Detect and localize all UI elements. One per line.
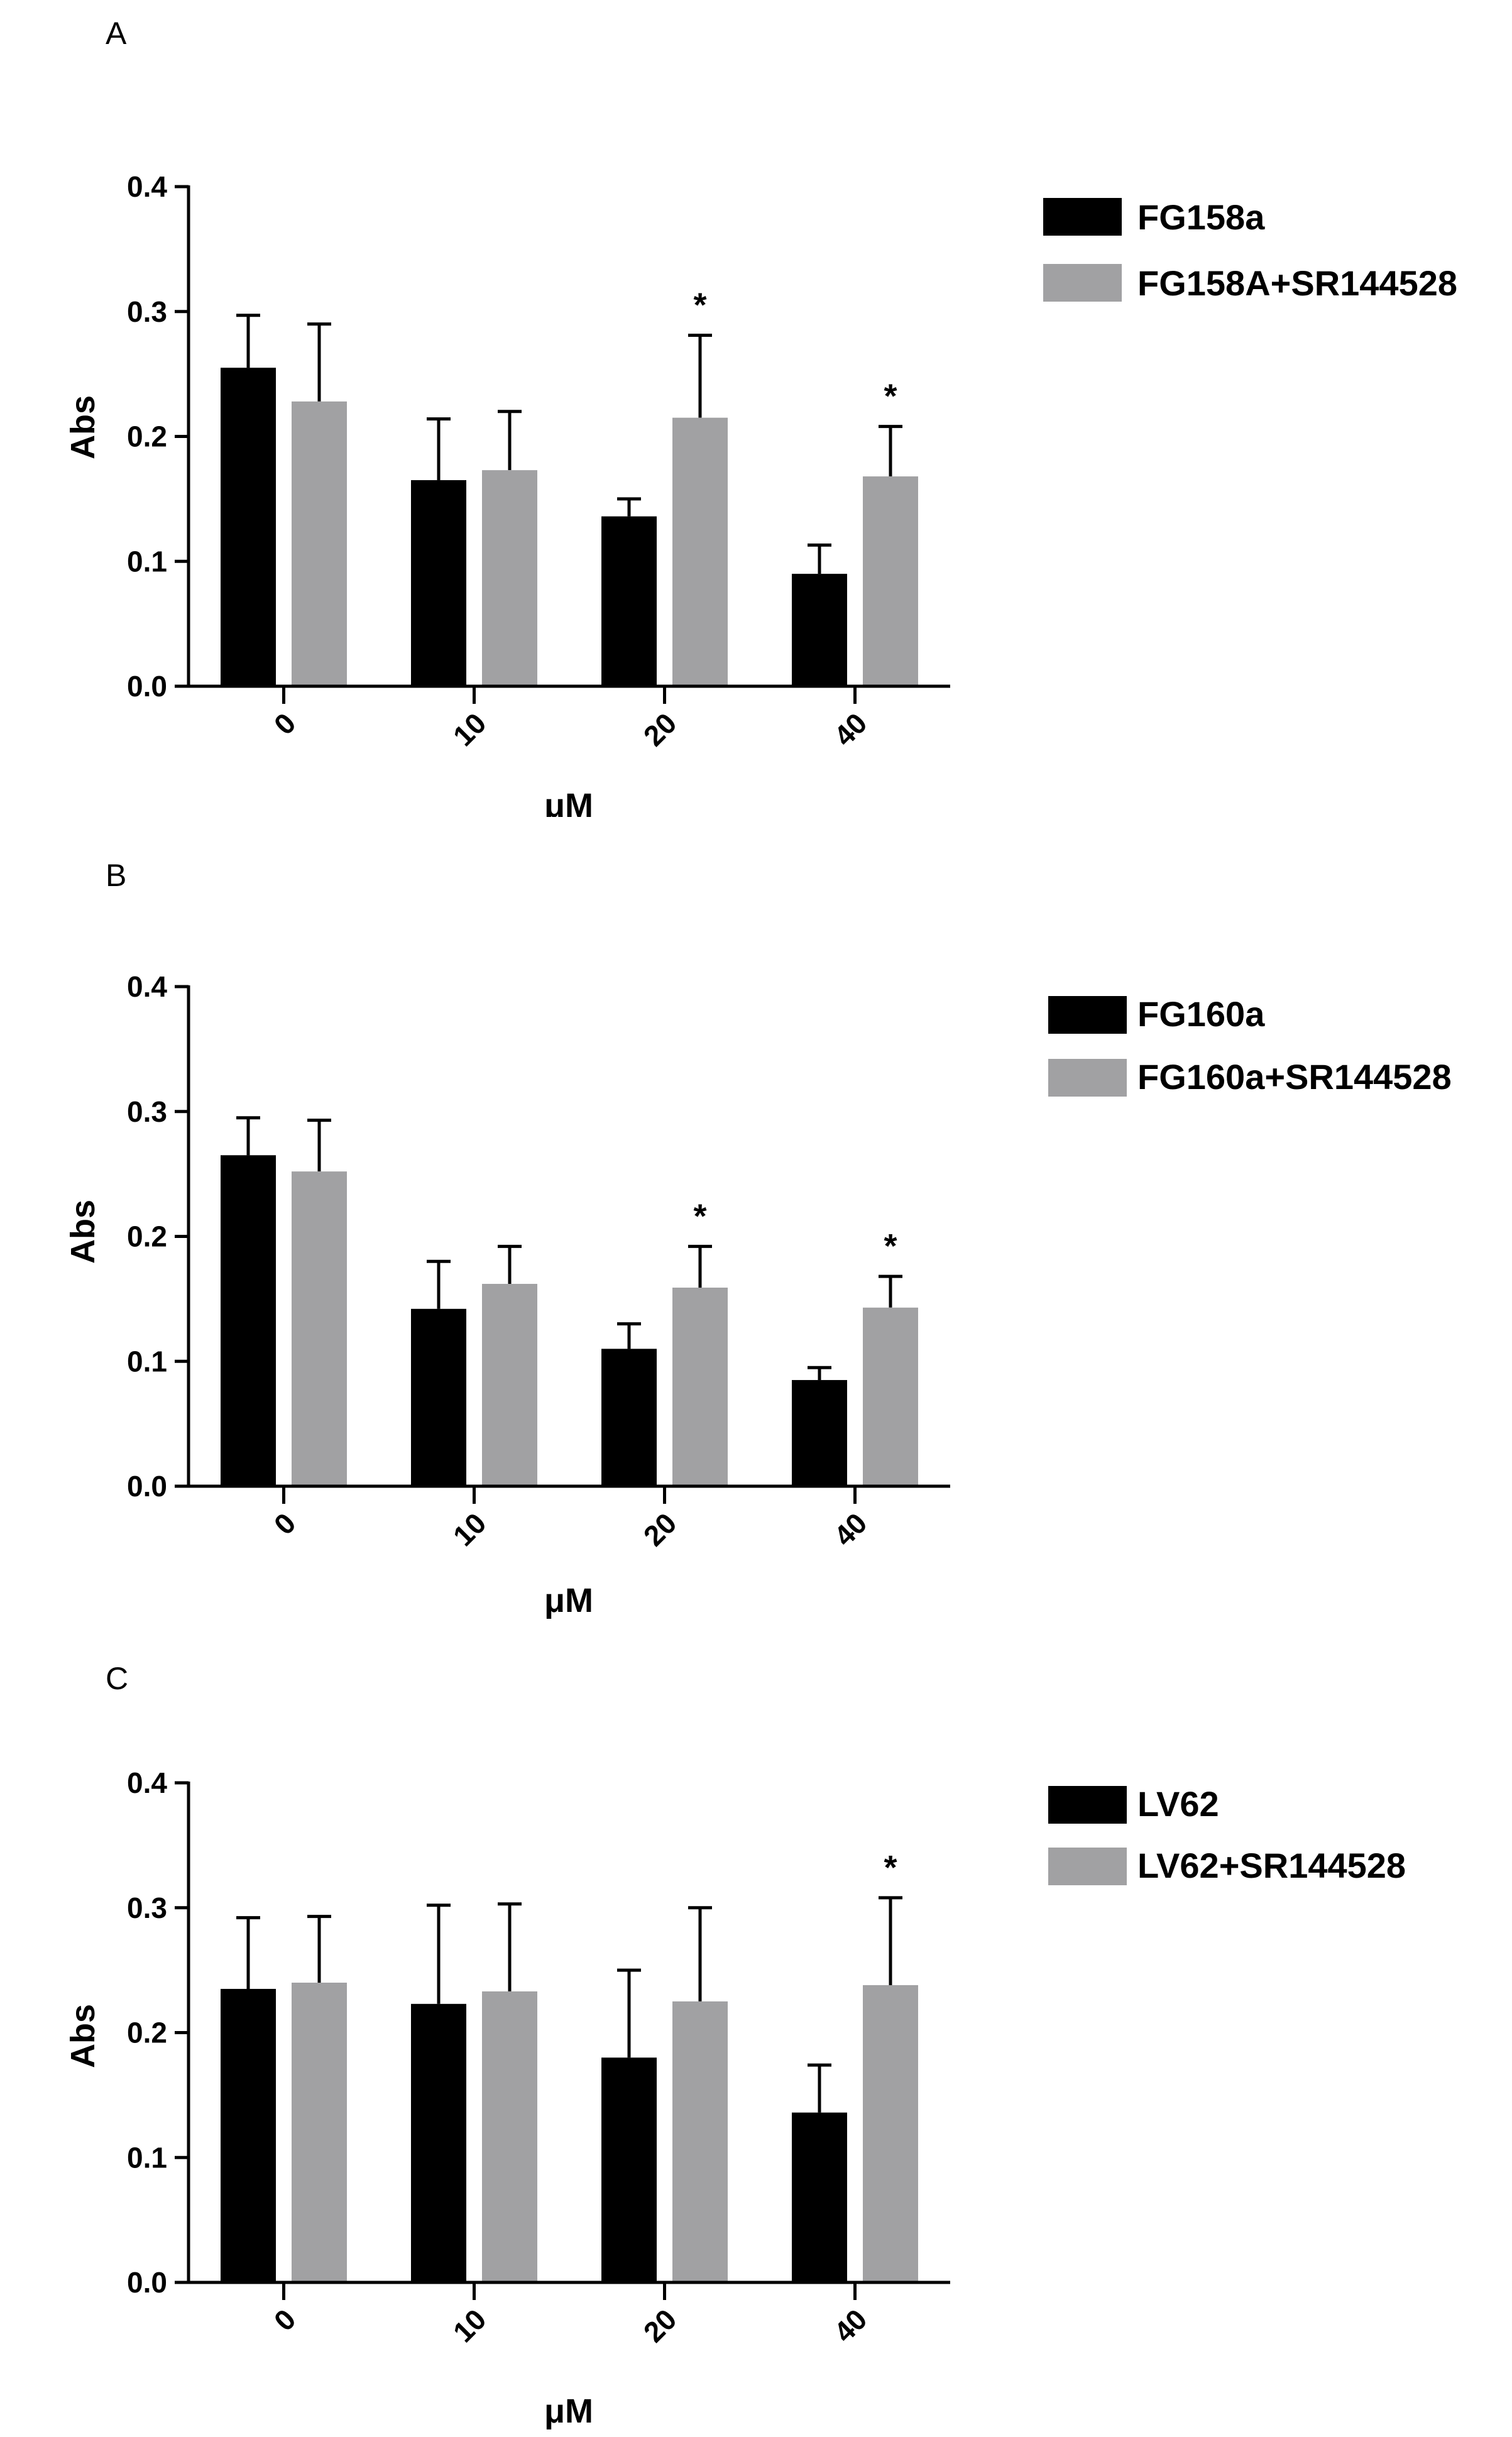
legend-label-series-2: FG158A+SR144528 <box>1137 263 1457 303</box>
y-tick-label: 0.2 <box>127 420 167 453</box>
y-tick-label: 0.4 <box>127 1766 167 1799</box>
bar-series-1 <box>221 368 276 686</box>
y-tick-label: 0.3 <box>127 1892 167 1924</box>
legend: FG160a FG160a+SR144528 <box>1048 994 1452 1097</box>
x-tick-label: 40 <box>828 1506 874 1552</box>
bar-series-1 <box>792 574 847 686</box>
x-tick-label: 10 <box>447 2303 493 2348</box>
y-axis-title: Abs <box>64 395 102 459</box>
y-tick-label: 0.3 <box>127 295 167 328</box>
panel-letter: A <box>106 16 127 51</box>
bar-series-1 <box>601 516 657 686</box>
legend-swatch-series-2 <box>1048 1848 1127 1885</box>
bar-series-1 <box>792 1380 847 1486</box>
y-tick-label: 0.0 <box>127 670 167 703</box>
chart-panel-b: B 0 10 * 20 * 40 0.0 0.1 0.2 0.3 0.4 μM Abs FG160a… <box>0 817 1512 1634</box>
chart-panel-a: A 0 10 * 20 * 40 0.0 0.1 0.2 0.3 0.4 μM Abs FG158a… <box>0 0 1512 817</box>
plot-area: 0 10 * 20 * 40 0.0 0.1 0.2 0.3 0.4 <box>127 170 950 752</box>
legend-label-series-1: FG158a <box>1137 197 1265 237</box>
x-tick-label: 20 <box>637 1506 683 1552</box>
legend-swatch-series-1 <box>1048 1786 1127 1824</box>
legend-swatch-series-1 <box>1043 198 1122 236</box>
y-tick-label: 0.3 <box>127 1095 167 1128</box>
chart-a-svg: A 0 10 * 20 * 40 0.0 0.1 0.2 0.3 0.4 μM Abs FG158a… <box>64 16 1457 817</box>
significance-marker: * <box>693 1197 706 1235</box>
bar-series-1 <box>601 2057 657 2282</box>
significance-marker: * <box>693 287 706 324</box>
bar-series-2 <box>672 1287 728 1486</box>
x-tick-label: 40 <box>828 2303 874 2348</box>
x-tick-label: 40 <box>828 706 874 752</box>
plot-area: 0 10 * 20 * 40 0.0 0.1 0.2 0.3 0.4 <box>127 970 950 1552</box>
x-tick-label: 0 <box>268 2303 302 2337</box>
significance-marker: * <box>884 1849 897 1887</box>
panel-letter: C <box>106 1661 128 1696</box>
bar-series-2 <box>863 1307 918 1486</box>
plot-area: 0 10 20 * 40 0.0 0.1 0.2 0.3 0.4 <box>127 1766 950 2348</box>
legend: FG158a FG158A+SR144528 <box>1043 197 1457 303</box>
significance-marker: * <box>884 378 897 415</box>
bar-series-2 <box>672 417 728 686</box>
bar-series-1 <box>601 1349 657 1486</box>
bar-series-2 <box>863 476 918 686</box>
legend-swatch-series-2 <box>1043 264 1122 302</box>
bar-series-1 <box>221 1155 276 1486</box>
bar-series-2 <box>292 1171 347 1486</box>
bar-series-1 <box>411 480 466 686</box>
y-tick-label: 0.1 <box>127 2141 167 2174</box>
chart-c-svg: C 0 10 20 * 40 0.0 0.1 0.2 0.3 0.4 μM Abs LV62 LV… <box>64 1661 1406 2430</box>
x-tick-label: 0 <box>268 706 302 741</box>
legend-swatch-series-1 <box>1048 996 1127 1034</box>
chart-b-svg: B 0 10 * 20 * 40 0.0 0.1 0.2 0.3 0.4 μM Abs FG160a… <box>64 858 1452 1619</box>
x-tick-label: 0 <box>268 1506 302 1541</box>
y-tick-label: 0.0 <box>127 1470 167 1503</box>
bar-series-2 <box>863 1985 918 2282</box>
x-axis-title: μM <box>544 2392 593 2430</box>
y-tick-label: 0.4 <box>127 970 167 1003</box>
legend-label-series-2: FG160a+SR144528 <box>1137 1057 1452 1097</box>
legend-label-series-1: FG160a <box>1137 994 1265 1034</box>
y-tick-label: 0.1 <box>127 1345 167 1377</box>
y-tick-label: 0.0 <box>127 2266 167 2299</box>
bar-series-2 <box>292 1983 347 2282</box>
y-tick-label: 0.2 <box>127 2017 167 2049</box>
legend-swatch-series-2 <box>1048 1059 1127 1097</box>
y-axis-title: Abs <box>64 2004 102 2068</box>
bar-series-2 <box>482 1284 537 1486</box>
y-tick-label: 0.2 <box>127 1220 167 1253</box>
bar-series-2 <box>672 2001 728 2282</box>
y-tick-label: 0.1 <box>127 545 167 578</box>
bar-series-1 <box>411 1308 466 1486</box>
legend: LV62 LV62+SR144528 <box>1048 1784 1406 1885</box>
bar-series-1 <box>792 2112 847 2282</box>
bar-series-2 <box>292 401 347 686</box>
bar-series-1 <box>221 1988 276 2282</box>
x-axis-title: μM <box>544 787 593 817</box>
y-tick-label: 0.4 <box>127 170 167 203</box>
significance-marker: * <box>884 1227 897 1265</box>
x-tick-label: 20 <box>637 706 683 752</box>
bar-series-2 <box>482 470 537 686</box>
y-axis-title: Abs <box>64 1200 102 1264</box>
x-tick-label: 20 <box>637 2303 683 2348</box>
legend-label-series-1: LV62 <box>1137 1784 1219 1824</box>
x-tick-label: 10 <box>447 706 493 752</box>
bar-series-1 <box>411 2003 466 2282</box>
legend-label-series-2: LV62+SR144528 <box>1137 1846 1406 1885</box>
panel-letter: B <box>106 858 126 893</box>
x-tick-label: 10 <box>447 1506 493 1552</box>
chart-panel-c: C 0 10 20 * 40 0.0 0.1 0.2 0.3 0.4 μM Abs LV62 LV… <box>0 1634 1512 2437</box>
bar-series-2 <box>482 1991 537 2282</box>
x-axis-title: μM <box>544 1582 593 1619</box>
